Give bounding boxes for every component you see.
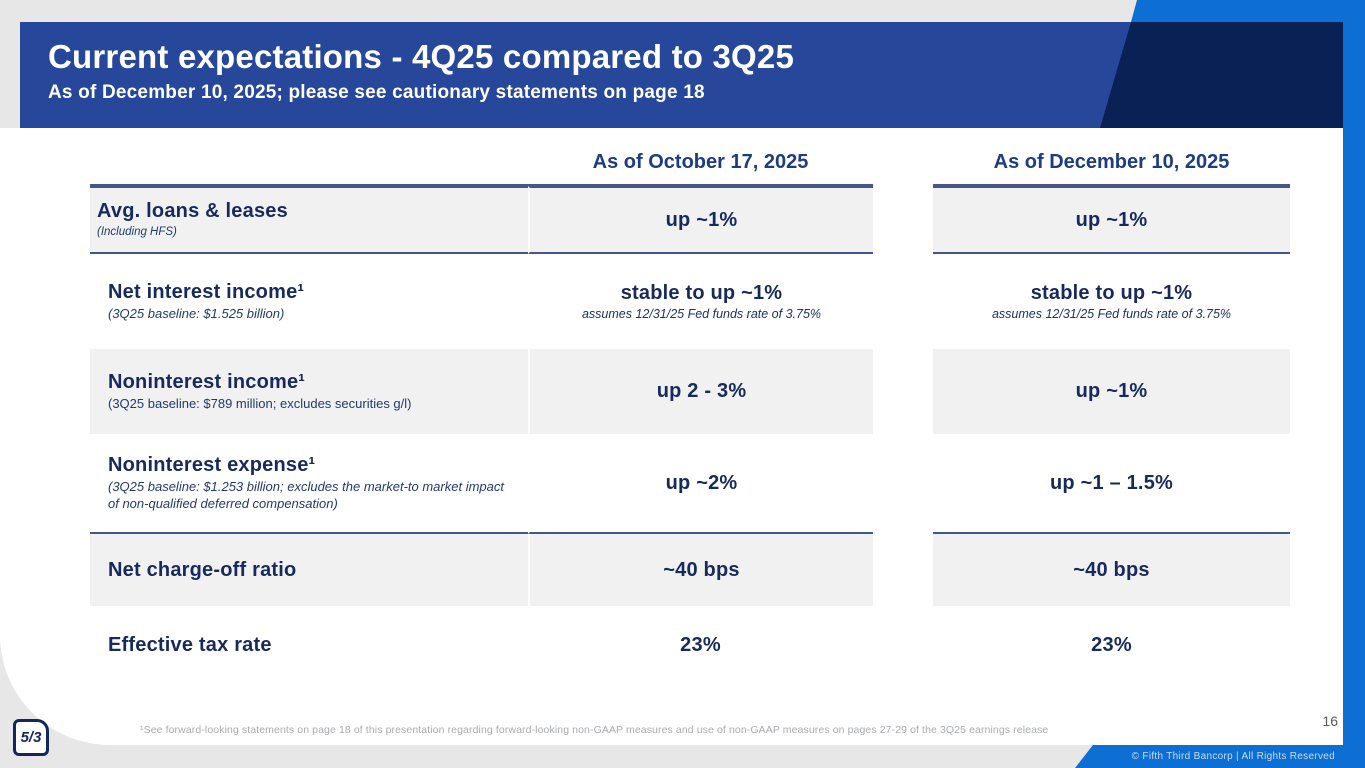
- row-sublabel: (Including HFS): [97, 226, 177, 239]
- cell-value: stable to up ~1%: [1030, 282, 1193, 304]
- cell-value: ~40 bps: [663, 558, 740, 581]
- row-sublabel: (3Q25 baseline: $1.253 billion; excludes…: [108, 479, 504, 511]
- cell-subvalue: assumes 12/31/25 Fed funds rate of 3.75%: [581, 307, 822, 321]
- page-subtitle: As of December 10, 2025; please see caut…: [48, 81, 705, 103]
- row-sublabel: (3Q25 baseline: $789 million; excludes s…: [108, 395, 412, 411]
- row-label: Avg. loans & leases: [97, 200, 288, 223]
- cell-subvalue: assumes 12/31/25 Fed funds rate of 3.75%: [991, 307, 1232, 321]
- column-gap: [873, 434, 933, 534]
- row-label: Net charge-off ratio: [108, 558, 297, 581]
- table-row: Net interest income¹ (3Q25 baseline: $1.…: [90, 254, 1290, 349]
- table-row: Effective tax rate 23% 23%: [90, 618, 1290, 673]
- cell-value: up ~1%: [1075, 380, 1148, 402]
- page-number: 16: [1322, 713, 1338, 729]
- page-title: Current expectations - 4Q25 compared to …: [48, 38, 795, 75]
- column-gap: [873, 140, 933, 186]
- copyright-text: © Fifth Third Bancorp | All Rights Reser…: [1131, 751, 1335, 762]
- column-header-december: As of December 10, 2025: [933, 140, 1290, 186]
- table-row: Net charge-off ratio ~40 bps ~40 bps: [90, 534, 1290, 606]
- column-gap: [873, 254, 933, 349]
- cell-value: ~40 bps: [1073, 558, 1150, 581]
- cell-value: up ~1%: [1075, 208, 1148, 231]
- cell-value: stable to up ~1%: [620, 282, 783, 304]
- cell-value: up ~1 – 1.5%: [1049, 471, 1173, 494]
- navy-accent-shape: [1100, 22, 1343, 128]
- content-card: As of October 17, 2025 As of December 10…: [0, 128, 1343, 745]
- column-gap: [873, 534, 933, 606]
- row-label: Effective tax rate: [108, 634, 272, 656]
- row-label: Net interest income¹: [108, 280, 305, 303]
- cell-value: 23%: [1091, 634, 1132, 656]
- fifth-third-logo-icon: 5/3: [13, 719, 49, 756]
- column-gap: [873, 186, 933, 254]
- footnote: ¹See forward-looking statements on page …: [140, 724, 1049, 736]
- table-row: Noninterest income¹ (3Q25 baseline: $789…: [90, 349, 1290, 434]
- cell-value: 23%: [680, 634, 721, 656]
- column-header-october: As of October 17, 2025: [90, 140, 873, 186]
- table-row: Avg. loans & leases (Including HFS) up ~…: [90, 186, 1290, 254]
- column-gap: [873, 349, 933, 434]
- row-label: Noninterest income¹: [108, 370, 306, 393]
- row-sublabel: (3Q25 baseline: $1.525 billion): [108, 305, 285, 321]
- cell-value: up ~2%: [665, 471, 738, 494]
- table-header-row: As of October 17, 2025 As of December 10…: [90, 140, 1290, 186]
- column-gap: [873, 618, 933, 673]
- expectations-table: As of October 17, 2025 As of December 10…: [90, 140, 1290, 673]
- row-spacer: [90, 606, 1290, 618]
- cell-value: up ~1%: [665, 208, 738, 231]
- cell-value: up 2 - 3%: [656, 380, 747, 402]
- row-label: Noninterest expense¹: [108, 454, 316, 477]
- table-row: Noninterest expense¹ (3Q25 baseline: $1.…: [90, 434, 1290, 534]
